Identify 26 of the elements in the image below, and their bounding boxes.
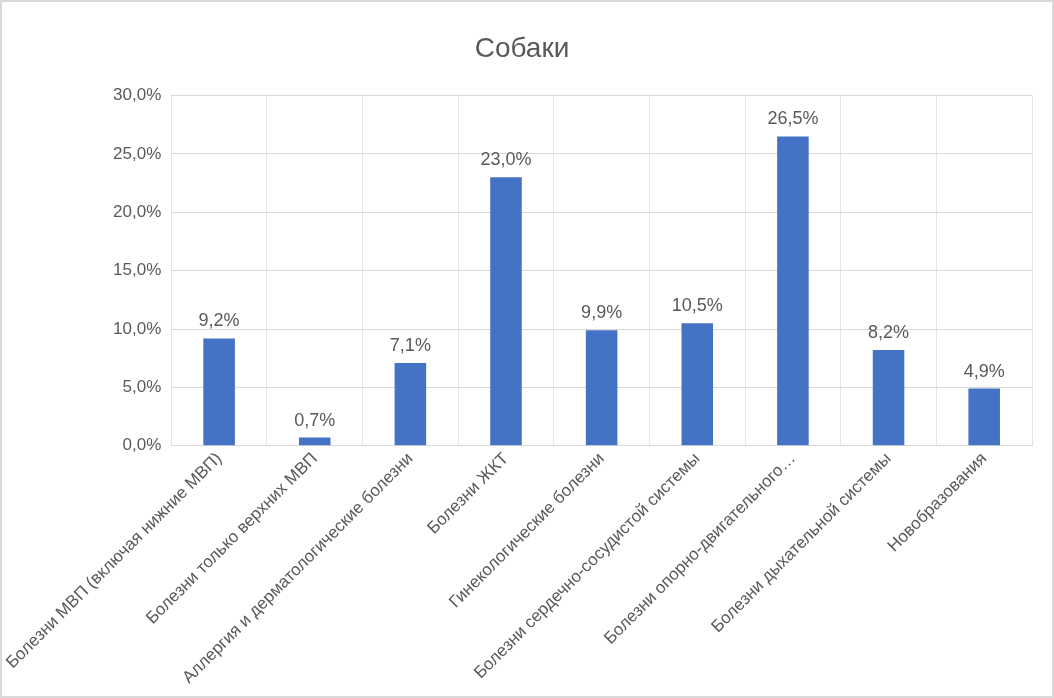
y-tick-label: 30,0%	[113, 85, 162, 105]
data-label: 9,2%	[198, 310, 240, 331]
data-label: 23,0%	[480, 149, 532, 170]
data-label: 8,2%	[868, 322, 910, 343]
bar	[394, 362, 427, 446]
bar	[777, 136, 809, 446]
bar	[585, 330, 618, 446]
data-label: 9,9%	[581, 302, 623, 323]
bar	[298, 437, 331, 446]
chart-title: Собаки	[474, 31, 570, 63]
y-tick-label: 25,0%	[113, 143, 162, 163]
data-label: 26,5%	[767, 108, 819, 129]
data-label: 4,9%	[963, 360, 1005, 381]
bar	[490, 177, 522, 446]
y-tick-label: 5,0%	[122, 377, 162, 397]
bar	[968, 388, 1000, 446]
data-label: 0,7%	[294, 409, 336, 430]
y-tick-label: 10,0%	[113, 318, 162, 338]
y-tick-label: 0,0%	[122, 435, 162, 455]
bar	[872, 350, 905, 446]
y-tick-label: 20,0%	[113, 202, 162, 222]
y-tick-label: 15,0%	[113, 260, 162, 280]
data-label: 10,5%	[671, 295, 723, 316]
bar	[681, 323, 714, 446]
data-label: 7,1%	[389, 334, 431, 355]
bar	[203, 338, 235, 446]
